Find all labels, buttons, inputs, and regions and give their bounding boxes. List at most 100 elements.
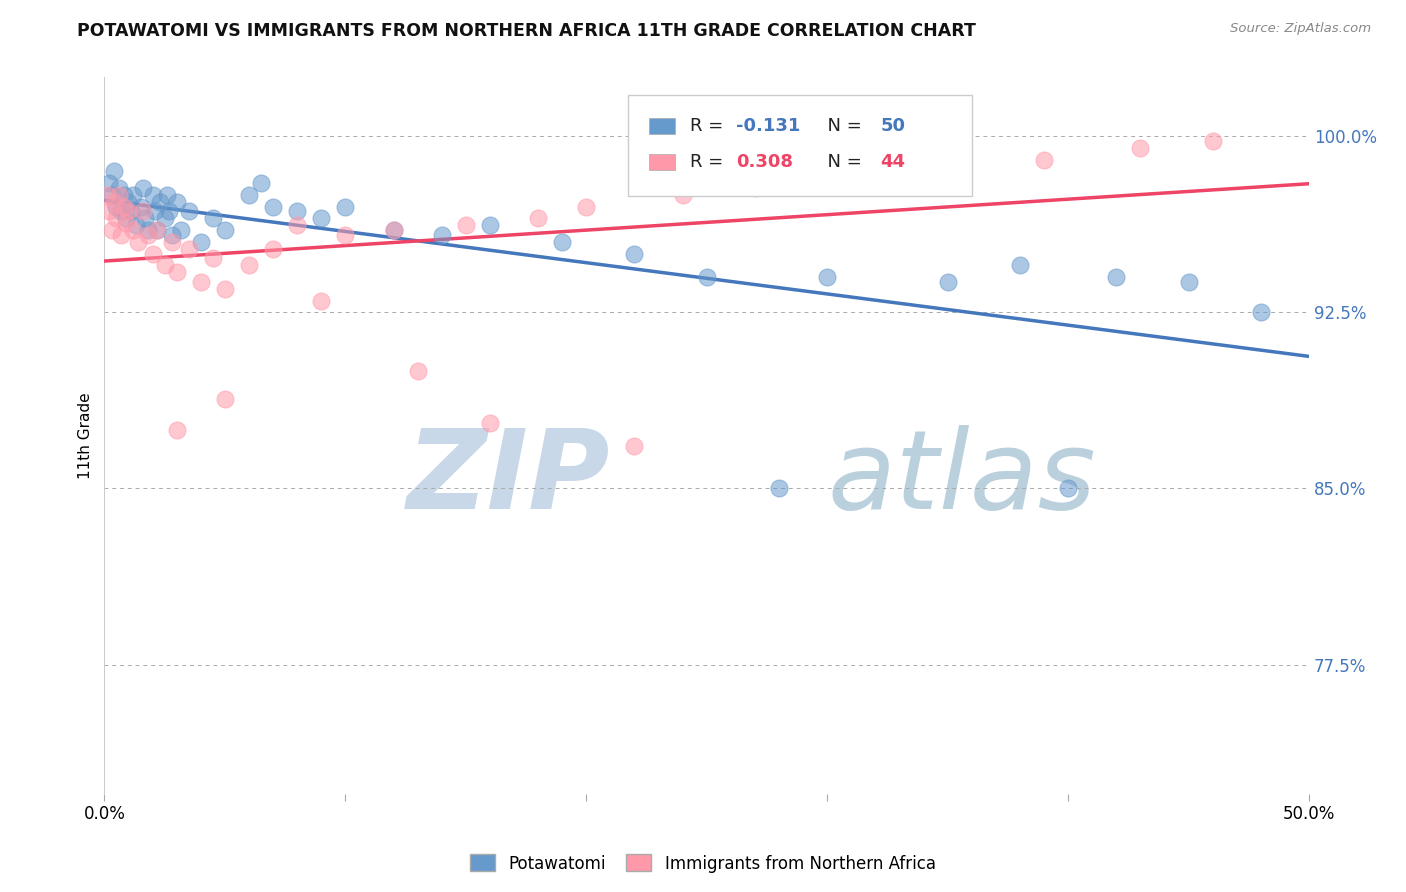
Point [177,204,200,219]
Point [214,392,236,406]
Point [103,164,125,178]
Point [382,223,405,237]
Point [134,211,156,226]
Point [122,223,145,237]
Point [110,227,132,242]
Point [108,181,131,195]
Point [115,216,138,230]
Text: -0.131: -0.131 [735,117,800,136]
Point [146,223,169,237]
Point [129,200,152,214]
Point [936,275,959,289]
Point [285,204,308,219]
Point [153,258,176,272]
Point [125,219,148,233]
Point [1202,134,1225,148]
Point [96,187,118,202]
Point [98,204,121,219]
Point [768,482,790,496]
Point [136,227,159,242]
Point [201,211,224,226]
Point [117,204,139,219]
Point [115,211,138,226]
Point [142,246,165,260]
Point [122,187,145,202]
Point [623,246,645,260]
Point [136,223,159,237]
Point [142,187,165,202]
Text: N =: N = [817,153,868,171]
Point [177,242,200,256]
Point [214,223,236,237]
Point [201,252,224,266]
Point [1250,305,1272,319]
Legend: Potawatomi, Immigrants from Northern Africa: Potawatomi, Immigrants from Northern Afr… [464,847,942,880]
Point [153,211,176,226]
Point [430,227,453,242]
Point [1177,275,1199,289]
Point [166,265,188,279]
Point [623,439,645,453]
Point [309,211,332,226]
Text: 50: 50 [880,117,905,136]
Point [100,223,122,237]
Point [527,211,550,226]
Point [159,204,181,219]
Point [672,187,695,202]
Point [160,227,183,242]
Point [149,194,172,209]
FancyBboxPatch shape [650,154,675,169]
Point [143,204,166,219]
Point [120,204,142,219]
Point [250,176,273,190]
Point [406,364,429,378]
Point [112,200,135,214]
Point [132,204,155,219]
Point [744,181,766,195]
Point [1129,141,1152,155]
Point [262,200,284,214]
Text: Source: ZipAtlas.com: Source: ZipAtlas.com [1230,22,1371,36]
Text: R =: R = [690,117,728,136]
Point [98,176,121,190]
Point [214,282,236,296]
FancyBboxPatch shape [650,119,675,134]
Point [309,293,332,308]
Point [262,242,284,256]
Point [238,187,260,202]
Text: 0.308: 0.308 [735,153,793,171]
Point [190,235,212,249]
Point [105,211,128,226]
Point [478,416,501,430]
Point [551,235,574,249]
Point [1033,153,1056,167]
Point [166,194,188,209]
Point [160,235,183,249]
Point [100,187,122,202]
Point [285,219,308,233]
Point [335,227,357,242]
Point [478,219,501,233]
Point [696,270,718,285]
Point [170,223,193,237]
Point [190,275,212,289]
Point [936,164,959,178]
Text: 44: 44 [880,153,905,171]
Text: R =: R = [690,153,728,171]
Point [117,194,139,209]
Point [110,204,132,219]
Point [815,270,838,285]
Point [1105,270,1128,285]
Point [166,423,188,437]
Point [127,235,149,249]
Point [454,219,477,233]
Text: POTAWATOMI VS IMMIGRANTS FROM NORTHERN AFRICA 11TH GRADE CORRELATION CHART: POTAWATOMI VS IMMIGRANTS FROM NORTHERN A… [77,22,976,40]
Point [105,200,128,214]
FancyBboxPatch shape [628,95,972,195]
Point [575,200,598,214]
Point [156,187,179,202]
Point [238,258,260,272]
Point [103,194,125,209]
Point [839,171,862,186]
Point [1008,258,1031,272]
